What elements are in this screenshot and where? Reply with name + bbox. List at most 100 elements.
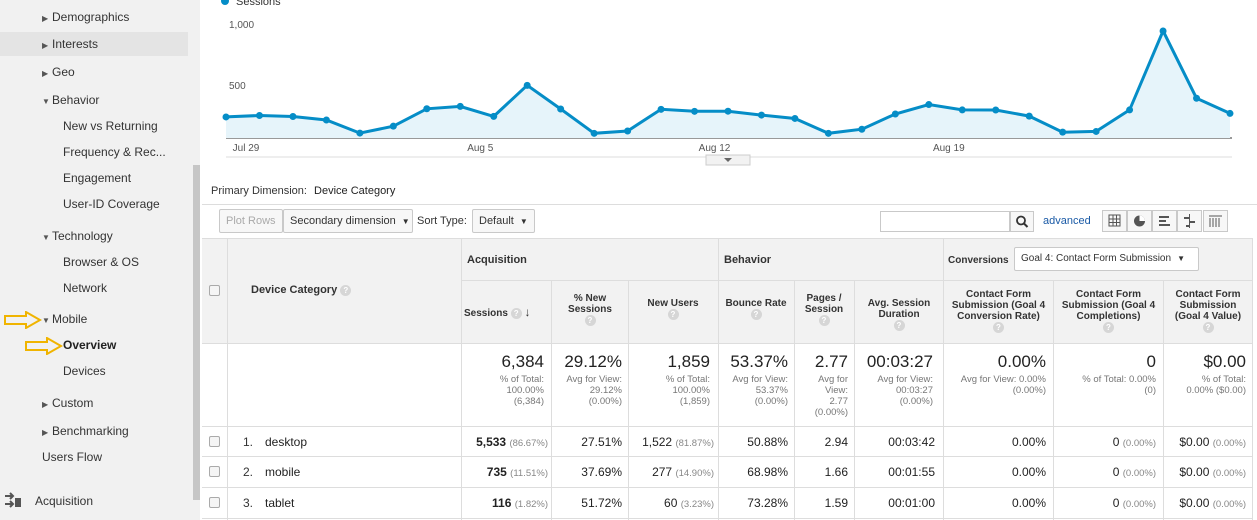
note-line: View: (824, 385, 848, 396)
column-header-completions[interactable]: Contact Form Submission (Goal 4 Completi… (1056, 289, 1161, 333)
pivot-view-button[interactable] (1203, 210, 1228, 232)
comparison-view-button[interactable] (1177, 210, 1202, 232)
data-point[interactable] (255, 112, 263, 120)
row-duration: 00:03:42 (888, 435, 935, 449)
data-point[interactable] (757, 111, 765, 119)
sidebar-item-label: Geo (52, 65, 75, 79)
data-point[interactable] (222, 113, 230, 121)
help-icon: ? (1202, 322, 1214, 333)
data-point[interactable] (356, 129, 364, 137)
column-header-sessions[interactable]: Sessions ? ↓ (464, 306, 550, 319)
plot-rows-button[interactable]: Plot Rows (219, 209, 283, 233)
search-button[interactable] (1010, 211, 1034, 232)
primary-dimension-value[interactable]: Device Category (314, 185, 396, 197)
total-conversion-note: Avg for View: 0.00% (0.00%) (946, 374, 1046, 396)
data-point[interactable] (456, 102, 464, 110)
column-header-pages-session[interactable]: Pages / Session? (796, 293, 852, 326)
sidebar-item-overview[interactable]: Overview (63, 338, 117, 352)
row-device-link[interactable]: desktop (265, 435, 308, 449)
sidebar-item-label: Behavior (52, 93, 100, 107)
sidebar-item-new-vs-returning[interactable]: New vs Returning (63, 119, 158, 133)
sidebar-item-demographics[interactable]: ▶ Demographics (0, 5, 188, 29)
data-point[interactable] (891, 110, 899, 118)
sidebar-item-network[interactable]: Network (63, 281, 108, 295)
data-point[interactable] (691, 107, 699, 115)
data-point[interactable] (1092, 127, 1100, 135)
data-point[interactable] (925, 101, 933, 109)
note-line: (0.00%) (899, 396, 933, 407)
data-point[interactable] (958, 106, 966, 114)
row-sessions-pct: (1.82%) (514, 499, 548, 510)
row-pct-new: 27.51% (581, 435, 622, 449)
help-icon: ? (584, 315, 596, 326)
table-search-input[interactable] (880, 211, 1010, 232)
column-header-pct-new[interactable]: % New Sessions? (554, 293, 626, 326)
data-point[interactable] (624, 127, 632, 135)
column-header-duration[interactable]: Avg. Session Duration? (857, 298, 941, 331)
row-new-users: 277 (652, 465, 673, 479)
data-point[interactable] (590, 129, 598, 137)
goal-selector-dropdown[interactable]: Goal 4: Contact Form Submission ▼ (1014, 247, 1199, 271)
data-point[interactable] (657, 105, 665, 113)
row-bounce-rate: 68.98% (747, 465, 788, 479)
sidebar-item-interests[interactable]: ▶ Interests (0, 32, 188, 56)
table-view-button[interactable] (1102, 210, 1127, 232)
data-point[interactable] (389, 122, 397, 130)
sidebar-item-frequency[interactable]: Frequency & Rec... (63, 145, 166, 159)
data-point[interactable] (858, 125, 866, 133)
sidebar-item-acquisition[interactable]: Acquisition (35, 494, 94, 508)
column-header-label: Pages / Session (804, 293, 844, 315)
data-point[interactable] (523, 81, 531, 89)
column-header-conversion-rate[interactable]: Contact Form Submission (Goal 4 Conversi… (946, 289, 1051, 333)
sidebar-item-browser-os[interactable]: Browser & OS (63, 255, 140, 269)
divider (202, 238, 1253, 239)
data-point[interactable] (557, 105, 565, 113)
sidebar-item-engagement[interactable]: Engagement (63, 171, 132, 185)
data-point[interactable] (1226, 109, 1234, 117)
help-icon: ? (667, 309, 679, 320)
sidebar-item-devices[interactable]: Devices (63, 364, 106, 378)
dimension-header[interactable]: Device Category ? (251, 284, 352, 296)
select-all-checkbox[interactable] (209, 285, 220, 296)
data-point[interactable] (423, 105, 431, 113)
note-line: % of Total: (499, 374, 544, 385)
data-point[interactable] (824, 129, 832, 137)
advanced-link[interactable]: advanced (1043, 215, 1091, 227)
row-checkbox[interactable] (209, 497, 220, 508)
row-checkbox[interactable] (209, 466, 220, 477)
data-point[interactable] (1025, 112, 1033, 120)
sidebar-item-geo[interactable]: ▶ Geo (0, 60, 188, 84)
column-header-goal-value[interactable]: Contact Form Submission (Goal 4 Value)? (1166, 289, 1250, 333)
sidebar-item-custom[interactable]: ▶ Custom (0, 391, 188, 415)
row-new-users: 60 (664, 496, 678, 510)
column-header-new-users[interactable]: New Users? (630, 298, 716, 320)
sidebar-item-mobile[interactable]: ▼ Mobile (0, 307, 188, 331)
data-point[interactable] (1059, 128, 1067, 136)
data-point[interactable] (490, 112, 498, 120)
pie-view-button[interactable] (1127, 210, 1152, 232)
row-index: 2. (243, 465, 254, 479)
secondary-dimension-dropdown[interactable]: Secondary dimension ▼ (283, 209, 413, 233)
sidebar-item-behavior[interactable]: ▼ Behavior (0, 88, 188, 112)
sort-type-dropdown[interactable]: Default ▼ (472, 209, 535, 233)
data-point[interactable] (1126, 106, 1134, 114)
divider (794, 280, 795, 520)
sidebar-item-user-id-coverage[interactable]: User-ID Coverage (63, 197, 160, 211)
data-point[interactable] (1159, 27, 1167, 35)
data-point[interactable] (724, 107, 732, 115)
data-point[interactable] (992, 106, 1000, 114)
data-point[interactable] (791, 114, 799, 122)
sidebar-scrollbar[interactable] (193, 165, 200, 500)
data-point[interactable] (322, 116, 330, 124)
row-completions: 0 (1112, 496, 1120, 510)
row-checkbox[interactable] (209, 436, 220, 447)
performance-view-button[interactable] (1152, 210, 1177, 232)
sidebar-item-users-flow[interactable]: Users Flow (42, 450, 103, 464)
data-point[interactable] (289, 112, 297, 120)
data-point[interactable] (1193, 94, 1201, 102)
sidebar-item-technology[interactable]: ▼ Technology (0, 224, 188, 248)
column-header-bounce-rate[interactable]: Bounce Rate? (720, 298, 792, 320)
row-device-link[interactable]: tablet (265, 496, 295, 510)
row-device-link[interactable]: mobile (265, 465, 301, 479)
sidebar-item-benchmarking[interactable]: ▶ Benchmarking (0, 419, 188, 443)
